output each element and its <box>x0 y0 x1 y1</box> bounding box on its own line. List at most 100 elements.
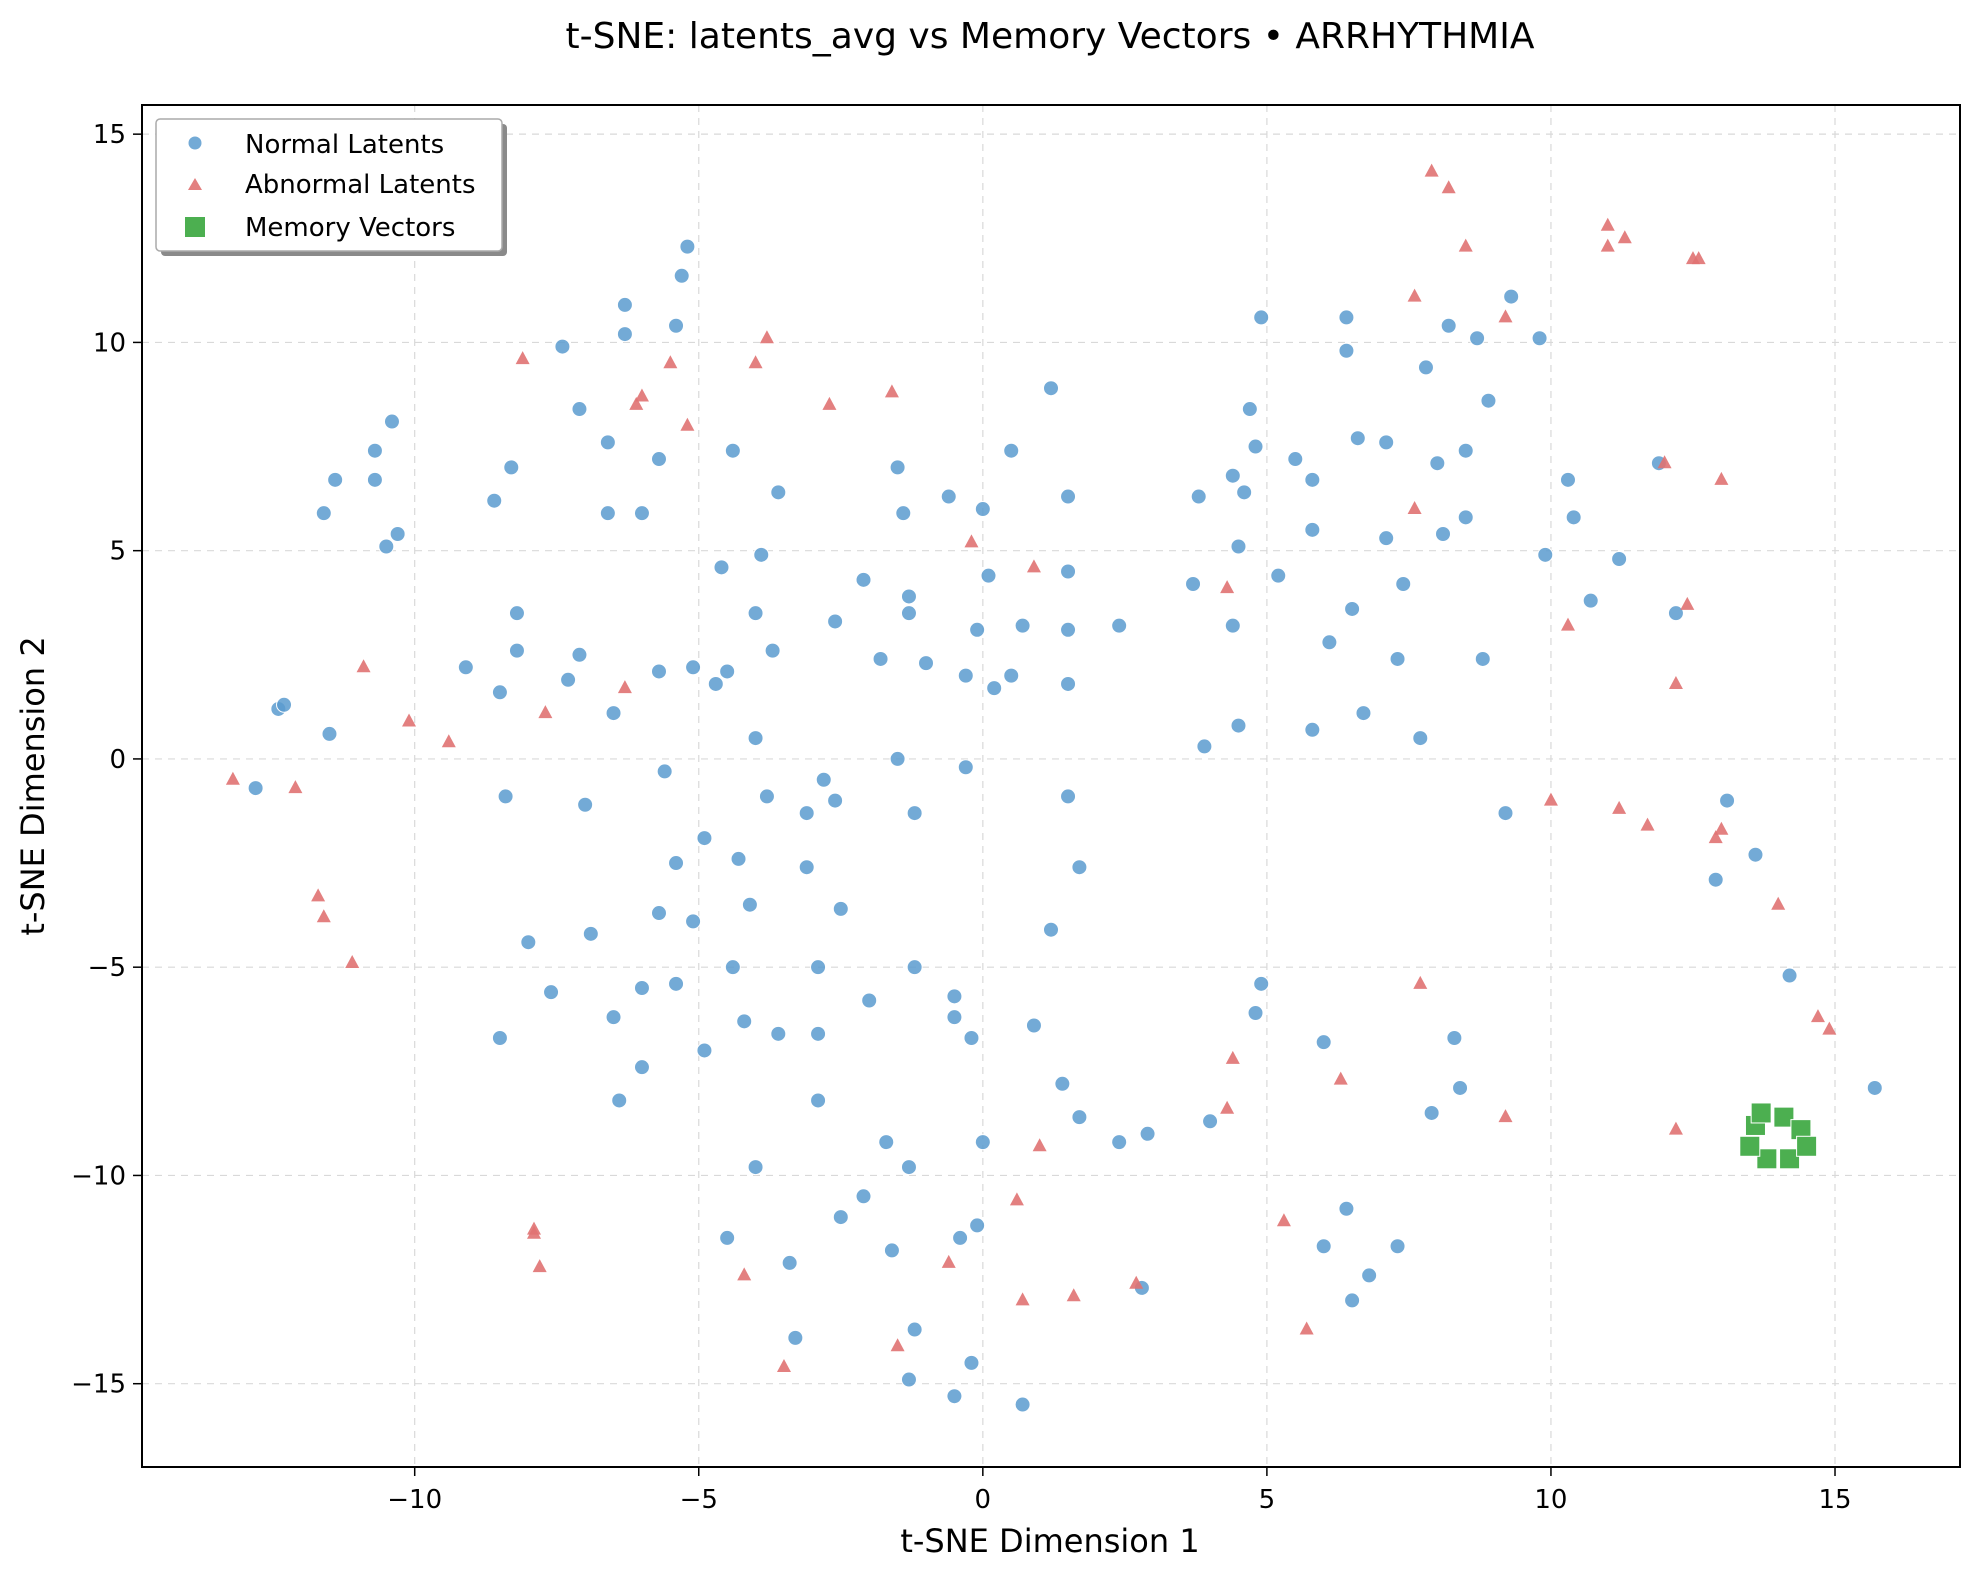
y-tick-label: 5 <box>109 537 126 567</box>
abnormal-latent-point <box>629 396 644 410</box>
abnormal-latent-point <box>1026 559 1041 573</box>
normal-latent-point <box>1338 1200 1355 1217</box>
normal-latent-point <box>1253 309 1270 326</box>
normal-latent-point <box>1014 1396 1031 1413</box>
abnormal-latent-point <box>964 534 979 548</box>
normal-latent-point <box>918 655 935 672</box>
normal-latent-point <box>827 613 844 630</box>
normal-latent-point <box>798 805 815 822</box>
normal-latent-point <box>1111 617 1128 634</box>
abnormal-latent-point <box>1771 896 1786 910</box>
abnormal-latent-point <box>1066 1288 1081 1302</box>
normal-latent-point <box>650 663 667 680</box>
abnormal-latent-point <box>1458 238 1473 252</box>
normal-latent-point <box>605 1009 622 1026</box>
data-points <box>225 163 1883 1413</box>
normal-latent-point <box>753 546 770 563</box>
normal-latent-point <box>1190 488 1207 505</box>
normal-latent-point <box>855 571 872 588</box>
normal-latent-point <box>883 1242 900 1259</box>
normal-latent-point <box>616 326 633 343</box>
normal-latent-point <box>1236 484 1253 501</box>
normal-latent-point <box>952 1229 969 1246</box>
normal-latent-point <box>1338 309 1355 326</box>
memory-vector-point <box>1750 1102 1772 1124</box>
memory-vector-point <box>1756 1148 1778 1170</box>
normal-latent-point <box>832 1209 849 1226</box>
normal-latent-point <box>1582 592 1599 609</box>
normal-latent-point <box>719 663 736 680</box>
normal-latent-point <box>1054 1075 1071 1092</box>
normal-latent-point <box>747 730 764 747</box>
normal-latent-point <box>946 1009 963 1026</box>
normal-latent-point <box>758 788 775 805</box>
normal-latent-point <box>986 680 1003 697</box>
abnormal-latent-point <box>311 888 326 902</box>
normal-latent-point <box>1043 380 1059 397</box>
normal-latent-point <box>1230 538 1247 555</box>
abnormal-latent-point <box>634 388 649 402</box>
normal-latent-point <box>1707 871 1724 888</box>
normal-latent-point <box>1025 1017 1042 1034</box>
normal-latent-point <box>650 451 667 468</box>
normal-latent-point <box>366 471 383 488</box>
normal-latent-point <box>1247 438 1264 455</box>
abnormal-latent-point <box>1424 163 1439 177</box>
normal-latent-point <box>633 1059 650 1076</box>
normal-latent-point <box>1469 330 1486 347</box>
normal-latent-point <box>611 1092 628 1109</box>
grid-lines <box>142 105 1960 1467</box>
normal-latent-point <box>605 705 622 722</box>
normal-latent-point <box>247 780 264 797</box>
abnormal-latent-point <box>402 713 417 727</box>
normal-latent-point <box>656 763 673 780</box>
normal-latent-point <box>770 1025 787 1042</box>
normal-latent-point <box>1378 530 1395 547</box>
chart-title: t-SNE: latents_avg vs Memory Vectors • A… <box>566 16 1535 57</box>
y-tick-label: −5 <box>88 953 126 983</box>
abnormal-latent-point <box>1543 792 1558 806</box>
normal-latent-point <box>508 605 525 622</box>
normal-latent-point <box>957 759 974 776</box>
normal-latent-point <box>1185 575 1202 592</box>
memory-vector-point <box>1779 1148 1801 1170</box>
abnormal-latent-point <box>1668 1121 1683 1135</box>
normal-latent-point <box>1060 788 1077 805</box>
normal-latent-point <box>1304 471 1321 488</box>
normal-latent-point <box>969 621 986 638</box>
abnormal-latent-point <box>1276 1213 1291 1227</box>
normal-latent-point <box>832 900 849 917</box>
normal-latent-point <box>276 696 293 713</box>
abnormal-latent-point <box>538 705 553 719</box>
normal-latent-point <box>895 505 912 522</box>
normal-latent-point <box>1611 551 1628 567</box>
abnormal-latent-point <box>737 1267 752 1281</box>
normal-latent-point <box>1474 650 1491 667</box>
abnormal-latent-point <box>1714 471 1729 485</box>
normal-latent-point <box>1241 401 1258 418</box>
normal-latent-point <box>1423 1104 1440 1121</box>
normal-latent-point <box>491 1029 508 1046</box>
normal-latent-point <box>906 959 923 976</box>
normal-latent-point <box>787 1329 804 1346</box>
abnormal-latent-point <box>759 330 774 344</box>
normal-latent-point <box>491 684 508 701</box>
abnormal-latent-point <box>1299 1321 1314 1335</box>
normal-latent-point <box>1497 805 1514 822</box>
abnormal-latent-point <box>1617 230 1632 244</box>
normal-latent-point <box>1355 705 1372 722</box>
normal-latent-point <box>1315 1034 1332 1051</box>
normal-latent-point <box>724 959 741 976</box>
normal-latent-point <box>974 1134 991 1151</box>
abnormal-latent-point <box>1498 1109 1513 1123</box>
normal-latent-point <box>1315 1238 1332 1255</box>
abnormal-latent-point <box>1668 675 1683 689</box>
y-tick-label: −15 <box>71 1370 126 1400</box>
abnormal-latent-point <box>316 909 331 923</box>
normal-latent-point <box>571 401 588 418</box>
normal-latent-point <box>963 1029 980 1046</box>
normal-latent-point <box>1667 605 1684 622</box>
normal-latent-point <box>770 484 787 501</box>
normal-latent-point <box>1361 1267 1378 1284</box>
